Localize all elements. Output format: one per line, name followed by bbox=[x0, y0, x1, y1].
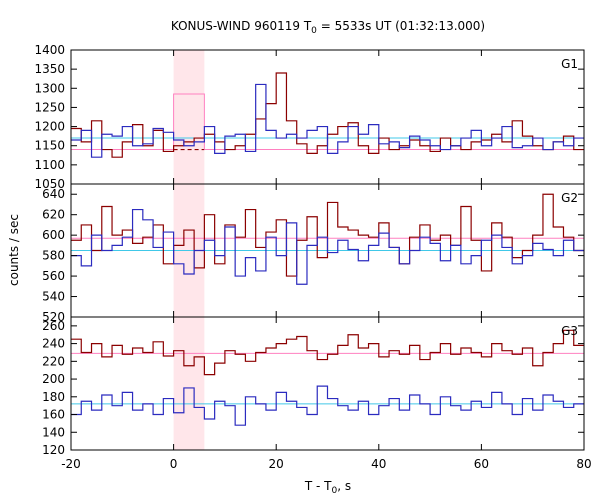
y-tick-label: 180 bbox=[42, 390, 65, 404]
y-tick-label: 1150 bbox=[34, 139, 65, 153]
x-tick-label: 80 bbox=[576, 457, 591, 471]
plot-area: 10501100115012001250130013501400G1520540… bbox=[34, 43, 591, 471]
peak-overlay bbox=[173, 93, 205, 150]
y-tick-label: 220 bbox=[42, 354, 65, 368]
y-tick-label: 640 bbox=[42, 187, 65, 201]
y-tick-label: 160 bbox=[42, 408, 65, 422]
panel-label: G3 bbox=[561, 324, 578, 338]
y-tick-label: 1050 bbox=[34, 177, 65, 191]
x-tick-label: 60 bbox=[474, 457, 489, 471]
y-tick-label: 1300 bbox=[34, 81, 65, 95]
panel-frame bbox=[70, 49, 585, 185]
x-tick-label: 40 bbox=[371, 457, 386, 471]
series-blue-line bbox=[71, 208, 584, 285]
y-tick-label: 240 bbox=[42, 337, 65, 351]
y-tick-label: 620 bbox=[42, 208, 65, 222]
y-tick-label: 580 bbox=[42, 249, 65, 263]
y-tick-label: 600 bbox=[42, 228, 65, 242]
y-tick-label: 520 bbox=[42, 310, 65, 324]
x-axis-title: T - T0, s bbox=[304, 479, 351, 496]
y-tick-label: 260 bbox=[42, 319, 65, 333]
y-tick-label: 1400 bbox=[34, 43, 65, 57]
y-tick-label: 540 bbox=[42, 290, 65, 304]
y-tick-label: 120 bbox=[42, 443, 65, 457]
panel-g2: 520 540 560 580 600 620 640 G2 bbox=[42, 183, 585, 324]
x-tick-label: 20 bbox=[269, 457, 284, 471]
y-tick-label: 200 bbox=[42, 372, 65, 386]
series-blue-line bbox=[71, 83, 584, 158]
panel-frame bbox=[70, 316, 585, 451]
chart-title: KONUS-WIND 960119 T0 = 5533s UT (01:32:1… bbox=[171, 19, 485, 36]
x-tick-label: 0 bbox=[170, 457, 178, 471]
y-tick-label: 140 bbox=[42, 425, 65, 439]
panel-label: G2 bbox=[561, 191, 578, 205]
y-tick-label: 1250 bbox=[34, 100, 65, 114]
x-tick-label: -20 bbox=[61, 457, 81, 471]
series-red-line bbox=[71, 193, 584, 277]
panel-g3: 120 140 160 180 200 220 240 260 G3 bbox=[42, 316, 585, 457]
y-axis-title: counts / sec bbox=[7, 214, 21, 286]
series-red-line bbox=[71, 329, 584, 376]
panel-g1: 1050 1100 1150 1200 1250 1300 1350 1400 G1 bbox=[34, 43, 585, 191]
panel-label: G1 bbox=[561, 57, 578, 71]
series-blue-line bbox=[71, 385, 584, 426]
y-tick-label: 560 bbox=[42, 269, 65, 283]
y-tick-label: 1100 bbox=[34, 158, 65, 172]
y-tick-label: 1200 bbox=[34, 120, 65, 134]
y-tick-label: 1350 bbox=[34, 62, 65, 76]
